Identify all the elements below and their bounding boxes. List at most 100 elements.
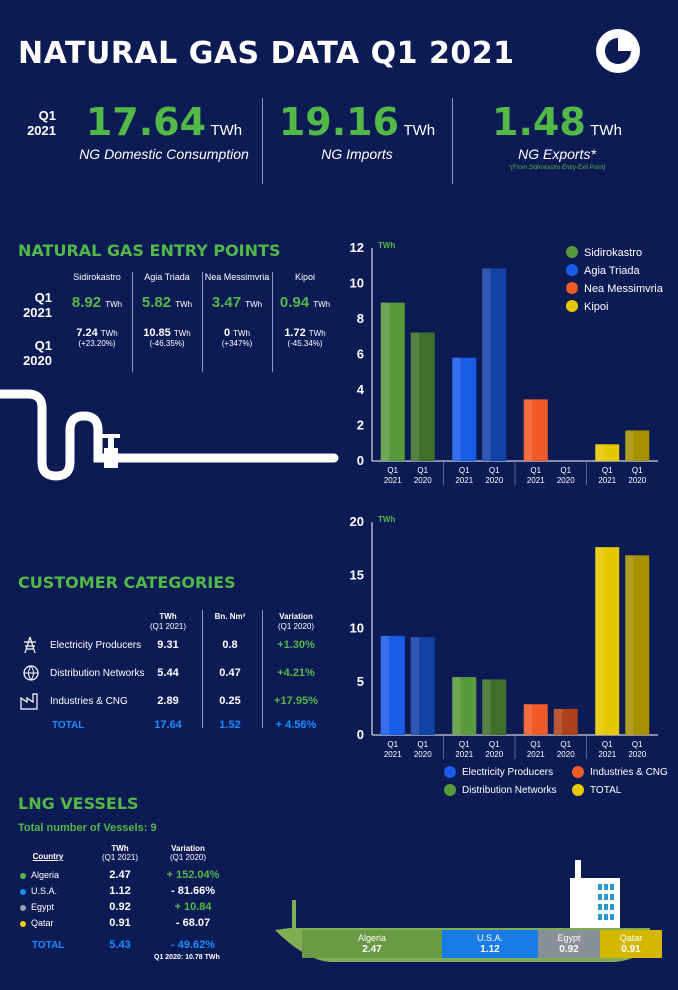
- kpi-exports: 1.48 TWh NG Exports* *(From Sidirokastro…: [492, 100, 622, 171]
- y-tick-label: 5: [357, 674, 364, 689]
- lng-row-country: U.S.A.: [20, 886, 57, 896]
- bar: [452, 677, 477, 735]
- x-tick-label: Q1: [530, 740, 541, 749]
- bar: [625, 555, 650, 735]
- x-tick-label: 2021: [598, 476, 616, 485]
- globe-network-icon: [23, 665, 39, 681]
- x-tick-label: Q1: [459, 466, 470, 475]
- y-tick-label: 6: [357, 347, 364, 362]
- x-tick-label: 2021: [527, 476, 545, 485]
- y-tick-label: 2: [357, 418, 364, 433]
- lng-vessel-count: Total number of Vessels: 9: [18, 822, 157, 834]
- y-tick-label: 20: [350, 514, 364, 529]
- customer-row-label: Distribution Networks: [50, 668, 145, 679]
- brand-logo-icon: [596, 29, 640, 73]
- x-tick-label: 2020: [485, 476, 503, 485]
- x-tick-label: 2020: [414, 476, 432, 485]
- kpi-divider: [262, 98, 263, 184]
- customer-categories-table: TWh (Q1 2021) Bn. Nm³ Variation (Q1 2020) …: [18, 610, 338, 740]
- y-tick-label: 8: [357, 311, 364, 326]
- x-tick-label: Q1: [602, 466, 613, 475]
- x-tick-label: Q1: [489, 740, 500, 749]
- y-axis-unit: TWh: [378, 241, 395, 250]
- bar-highlight: [380, 302, 390, 461]
- bar: [380, 635, 405, 735]
- x-tick-label: Q1: [530, 466, 541, 475]
- legend-item: Industries & CNG: [572, 766, 668, 778]
- bar-highlight: [482, 679, 491, 735]
- x-tick-label: Q1: [602, 740, 613, 749]
- entry-point-agia-triada: Agia Triada 5.82 TWh 10.85 TWh (-46.35%): [141, 272, 193, 348]
- y-axis-unit: TWh: [378, 515, 395, 524]
- bar: [595, 547, 620, 735]
- bar-highlight: [380, 635, 390, 735]
- bar: [410, 332, 435, 461]
- x-tick-label: 2020: [628, 750, 646, 759]
- bar-highlight: [553, 708, 563, 735]
- x-tick-label: Q1: [560, 466, 571, 475]
- row-label-2020: Q1 2020: [23, 338, 52, 368]
- bar: [595, 444, 620, 461]
- x-tick-label: 2021: [384, 750, 402, 759]
- bar-highlight: [625, 555, 634, 735]
- x-tick-label: 2021: [598, 750, 616, 759]
- x-tick-label: Q1: [387, 466, 398, 475]
- lng-row-country: Qatar: [20, 918, 54, 928]
- y-tick-label: 4: [357, 382, 365, 397]
- ship-segment-egypt: Egypt 0.92: [538, 930, 600, 958]
- kpi-period: Q1 2021: [27, 108, 56, 138]
- bar: [625, 430, 650, 461]
- legend-label: Kipoi: [584, 301, 608, 313]
- section-title-lng-vessels: LNG VESSELS: [18, 794, 139, 813]
- kpi-divider: [452, 98, 453, 184]
- bar-highlight: [482, 268, 491, 461]
- bar-highlight: [595, 547, 604, 735]
- lng-footnote: Q1 2020: 10.78 TWh: [154, 954, 220, 961]
- legend-marker: [566, 282, 578, 294]
- section-title-customer-categories: CUSTOMER CATEGORIES: [18, 573, 236, 592]
- lng-row-country: Algeria: [20, 870, 59, 880]
- x-tick-label: 2021: [455, 750, 473, 759]
- y-tick-label: 10: [350, 276, 364, 291]
- entry-point-sidirokastro: Sidirokastro 8.92 TWh 7.24 TWh (+23.20%): [71, 272, 123, 348]
- legend-label: Sidirokastro: [584, 247, 642, 259]
- x-tick-label: Q1: [489, 466, 500, 475]
- customer-row-label: Industries & CNG: [50, 696, 128, 707]
- lng-ship-bar: Algeria 2.47 U.S.A. 1.12 Egypt 0.92 Qatar 0.…: [302, 930, 662, 958]
- x-tick-label: Q1: [632, 466, 643, 475]
- bar: [523, 704, 548, 735]
- legend-item: Distribution Networks: [444, 784, 556, 796]
- legend-item: TOTAL: [572, 784, 621, 796]
- x-tick-label: Q1: [560, 740, 571, 749]
- x-tick-label: 2020: [557, 476, 575, 485]
- kpi-imports: 19.16 TWh NG Imports: [278, 100, 436, 162]
- x-tick-label: 2020: [557, 750, 575, 759]
- pipeline-illustration-icon: [0, 389, 339, 481]
- ship-segment-algeria: Algeria 2.47: [302, 930, 442, 958]
- x-tick-label: Q1: [417, 466, 428, 475]
- legend-label: Nea Messimvria: [584, 283, 664, 295]
- lng-table: Country TWh (Q1 2021) Variation (Q1 2020) …: [18, 842, 268, 972]
- lng-row-country: Egypt: [20, 902, 54, 912]
- legend-marker: [566, 246, 578, 258]
- y-tick-label: 15: [350, 567, 364, 582]
- legend-marker: [566, 300, 578, 312]
- bar: [380, 302, 405, 461]
- y-tick-label: 10: [350, 621, 364, 636]
- bar-highlight: [625, 430, 634, 461]
- bar: [482, 268, 507, 461]
- x-tick-label: Q1: [632, 740, 643, 749]
- page-title: NATURAL GAS DATA Q1 2021: [18, 36, 515, 71]
- legend-label: Agia Triada: [584, 265, 641, 277]
- bar: [482, 679, 507, 735]
- x-tick-label: Q1: [459, 740, 470, 749]
- entry-points-table: Q1 2021 Q1 2020 Sidirokastro 8.92 TWh 7.24…: [18, 272, 340, 377]
- x-tick-label: Q1: [387, 740, 398, 749]
- x-tick-label: 2021: [384, 476, 402, 485]
- x-tick-label: 2020: [628, 476, 646, 485]
- bar-highlight: [410, 637, 420, 735]
- legend-marker: [566, 264, 578, 276]
- x-tick-label: Q1: [417, 740, 428, 749]
